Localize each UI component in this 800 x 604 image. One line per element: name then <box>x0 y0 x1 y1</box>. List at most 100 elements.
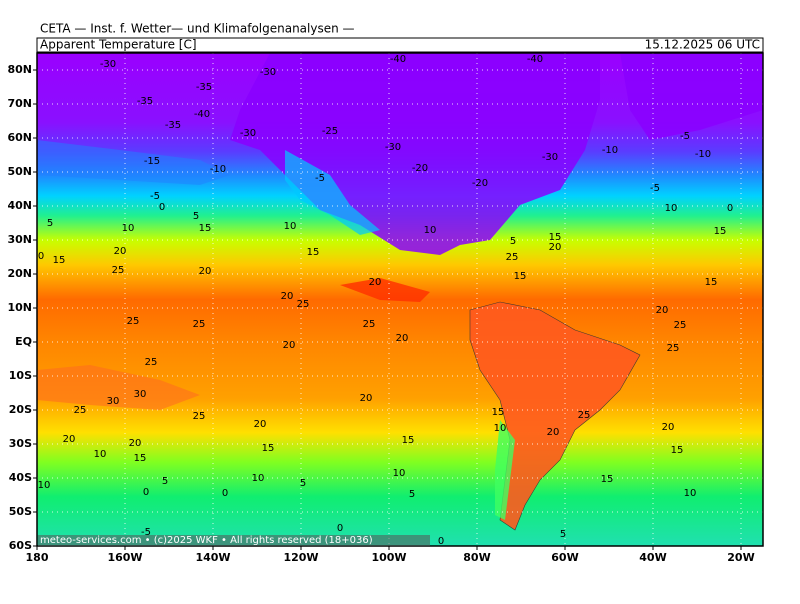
footer-credit: meteo-services.com • (c)2025 WKF • All r… <box>40 535 373 546</box>
contour-label: 5 <box>560 529 566 540</box>
latitude-label: 20S <box>9 403 32 416</box>
contour-label: 25 <box>506 252 519 263</box>
longitude-label: 60W <box>551 551 578 564</box>
contour-label: -20 <box>412 163 428 174</box>
longitude-label: 40W <box>639 551 666 564</box>
longitude-label: 160W <box>107 551 142 564</box>
latitude-label: 40N <box>7 199 32 212</box>
contour-label: 15 <box>549 232 562 243</box>
contour-label: 20 <box>662 422 675 433</box>
map-date: 15.12.2025 06 UTC <box>645 38 760 52</box>
contour-label: 10 <box>94 449 107 460</box>
contour-label: 25 <box>297 299 310 310</box>
contour-label: 15 <box>199 223 212 234</box>
contour-label: 5 <box>162 476 168 487</box>
subtitle-box <box>36 37 764 53</box>
andes-cool <box>495 420 515 520</box>
contour-label: 25 <box>578 410 591 421</box>
contour-label: -40 <box>527 54 543 65</box>
latitude-label: 70N <box>7 97 32 110</box>
contour-label: 0 <box>143 487 149 498</box>
contour-label: -25 <box>322 126 338 137</box>
latitude-label: 10S <box>9 369 32 382</box>
axes: 80N70N60N50N40N30N20N10NEQ10S20S30S40S50… <box>7 63 754 564</box>
contour-label: -30 <box>260 67 276 78</box>
warm-spot <box>340 278 430 302</box>
contour-label: 15 <box>492 407 505 418</box>
contour-label: 20 <box>360 393 373 404</box>
contour-label: 15 <box>671 445 684 456</box>
contour-label: 10 <box>284 221 297 232</box>
contour-label: -35 <box>165 120 181 131</box>
contour-label: 10 <box>665 203 678 214</box>
latitude-label: EQ <box>15 335 32 348</box>
contour-label: 0 <box>222 488 228 499</box>
contour-label: 25 <box>667 343 680 354</box>
contour-label: 10 <box>122 223 135 234</box>
latitude-label: 30S <box>9 437 32 450</box>
contour-label: 15 <box>714 226 727 237</box>
contour-label: -35 <box>137 96 153 107</box>
contour-label: 15 <box>262 443 275 454</box>
longitude-label: 80W <box>463 551 490 564</box>
contour-label: -10 <box>695 149 711 160</box>
contour-label: 20 <box>281 291 294 302</box>
contour-label: 20 <box>114 246 127 257</box>
contour-label: 25 <box>127 316 140 327</box>
contour-label: -5 <box>650 183 660 194</box>
contour-label: 15 <box>307 247 320 258</box>
map-title: CETA — Inst. f. Wetter— und Klimafolgena… <box>40 22 355 36</box>
contour-label: 0 <box>438 536 444 547</box>
contour-label: 5 <box>510 236 516 247</box>
map-subtitle: Apparent Temperature [C] <box>40 38 197 52</box>
contour-label: 20 <box>547 427 560 438</box>
graticule <box>37 53 763 546</box>
north-pacific-band <box>37 140 230 185</box>
contour-label: 0 <box>38 251 44 262</box>
contour-labels: -30-30-40 -40-35-35-40-35-30 -25-30-20-30-… <box>38 54 734 547</box>
contour-label: -20 <box>472 178 488 189</box>
contour-label: 10 <box>424 225 437 236</box>
latitude-label: 60S <box>9 539 32 552</box>
contour-label: 25 <box>193 319 206 330</box>
contour-label: 15 <box>705 277 718 288</box>
contour-label: 15 <box>53 255 66 266</box>
contour-label: 5 <box>193 211 199 222</box>
contour-label: 20 <box>656 305 669 316</box>
contour-label: 5 <box>47 218 53 229</box>
map-area: -30-30-40 -40-35-35-40-35-30 -25-30-20-30-… <box>36 52 764 547</box>
contour-label: 20 <box>396 333 409 344</box>
pacific-coast <box>285 150 380 235</box>
contour-label: 30 <box>107 396 120 407</box>
contour-label: -5 <box>315 173 325 184</box>
contour-label: 25 <box>363 319 376 330</box>
longitude-label: 120W <box>283 551 318 564</box>
contour-label: 15 <box>402 435 415 446</box>
contour-label: 20 <box>129 438 142 449</box>
contour-label: 20 <box>63 434 76 445</box>
latitude-label: 30N <box>7 233 32 246</box>
greenland-cold <box>620 53 763 140</box>
contour-label: 5 <box>300 478 306 489</box>
contour-label: -15 <box>144 156 160 167</box>
south-america <box>469 301 641 531</box>
contour-label: 10 <box>38 480 51 491</box>
contour-label: 25 <box>674 320 687 331</box>
latitude-label: 60N <box>7 131 32 144</box>
contour-label: 20 <box>369 277 382 288</box>
latitude-label: 10N <box>7 301 32 314</box>
contour-label: -5 <box>680 131 690 142</box>
contour-label: 25 <box>193 411 206 422</box>
contour-label: -40 <box>194 109 210 120</box>
contour-label: -40 <box>390 54 406 65</box>
contour-label: -10 <box>602 145 618 156</box>
contour-label: -10 <box>210 164 226 175</box>
contour-label: -30 <box>542 152 558 163</box>
contour-label: 25 <box>112 265 125 276</box>
contour-label: 15 <box>134 453 147 464</box>
contour-label: 10 <box>494 423 507 434</box>
longitude-label: 20W <box>727 551 754 564</box>
latitude-label: 20N <box>7 267 32 280</box>
